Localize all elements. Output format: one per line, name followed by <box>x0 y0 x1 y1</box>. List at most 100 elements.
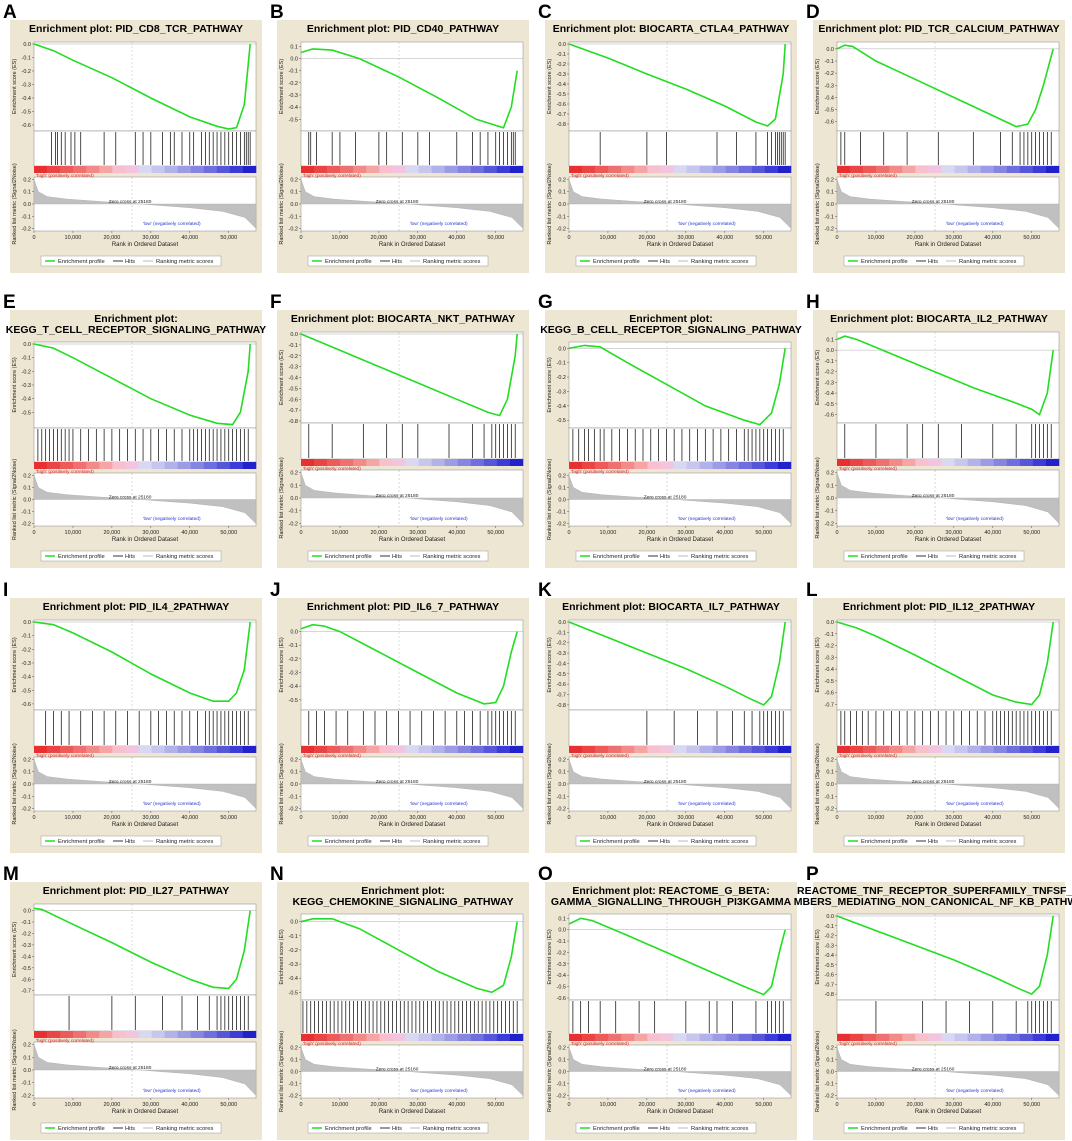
rank-gradient-segment <box>73 166 87 173</box>
es-tick-label: -0.2 <box>825 71 834 77</box>
metric-tick-label: 0.2 <box>290 177 298 183</box>
rank-gradient-segment <box>418 459 432 466</box>
low-label: 'low' (negatively correlated) <box>946 221 1004 227</box>
ranking-metric-area <box>300 1047 524 1097</box>
metric-tick-label: 0.0 <box>23 782 31 788</box>
x-tick-label: 10,000 <box>332 530 349 536</box>
metric-axis-label: Ranked list metric (Signal2Noise) <box>279 743 285 824</box>
es-axis-label: Enrichment score (ES) <box>279 59 285 114</box>
rank-gradient-segment <box>34 462 48 469</box>
rank-gradient-segment <box>876 1034 890 1041</box>
rank-gradient-segment <box>863 459 877 466</box>
hits-area <box>300 709 524 747</box>
x-axis-label: Rank in Ordered Dataset <box>647 242 714 248</box>
legend-box <box>843 835 1025 847</box>
es-tick-label: -0.4 <box>557 973 566 979</box>
legend-metric-label: Ranking metric scores <box>959 554 1016 560</box>
rank-gradient-segment <box>928 166 942 173</box>
rank-gradient-segment <box>647 166 661 173</box>
x-tick-label: 50,000 <box>487 235 504 241</box>
enrichment-profile-line <box>568 43 786 127</box>
rank-gradient-segment <box>86 746 100 753</box>
ranking-metric-area <box>33 179 257 229</box>
zero-cross-label: Zero cross at 25180 <box>109 1065 152 1071</box>
x-axis-label: Rank in Ordered Dataset <box>915 822 982 828</box>
x-tick-label: 30,000 <box>677 1102 694 1108</box>
rank-gradient-segment <box>444 746 459 753</box>
es-tick-label: 0.0 <box>826 914 834 920</box>
x-tick-label: 20,000 <box>370 815 387 821</box>
metric-tick-label: -0.1 <box>825 1082 834 1088</box>
es-tick-label: -0.3 <box>557 72 566 78</box>
zero-cross-label: Zero cross at 25180 <box>109 199 152 205</box>
metric-tick-label: 0.2 <box>558 177 566 183</box>
es-tick-label: -0.5 <box>825 402 834 408</box>
panel-letter: K <box>538 580 552 601</box>
rank-gradient-segment <box>889 1034 903 1041</box>
legend-hits-label: Hits <box>928 554 938 560</box>
rank-gradient-segment <box>353 459 367 466</box>
rank-gradient-segment <box>99 1031 113 1038</box>
panel-j: J Enrichment plot: PID_IL6_7_PATHWAY 0.0 -0… <box>270 580 529 853</box>
panel-letter: D <box>806 2 820 23</box>
metric-tick-label: 0.1 <box>558 770 566 776</box>
metric-tick-label: 0.0 <box>826 202 834 208</box>
x-tick-label: 0 <box>299 815 302 821</box>
rank-gradient-segment <box>366 459 380 466</box>
rank-gradient-segment <box>60 1031 74 1038</box>
x-tick-label: 40,000 <box>716 815 733 821</box>
low-label: 'low' (negatively correlated) <box>678 801 736 807</box>
metric-axis-label: Ranked list metric (Signal2Noise) <box>547 743 553 824</box>
rank-gradient-segment <box>138 1031 152 1038</box>
rank-gradient-segment <box>340 746 354 753</box>
legend-hits-label: Hits <box>928 1126 938 1132</box>
rank-gradient-segment <box>967 166 981 173</box>
rank-gradient-segment <box>980 166 995 173</box>
legend-profile-label: Enrichment profile <box>593 1126 640 1132</box>
rank-gradient-segment <box>902 746 916 753</box>
x-axis-label: Rank in Ordered Dataset <box>379 242 446 248</box>
es-plot-area <box>33 619 257 711</box>
metric-tick-label: -0.2 <box>289 1094 298 1100</box>
rank-gradient-segment <box>595 1034 609 1041</box>
rank-gradient-segment <box>73 746 87 753</box>
rank-gradient-segment <box>405 459 419 466</box>
rank-gradient-segment <box>993 746 1008 753</box>
panel-letter: F <box>270 292 282 313</box>
rank-gradient-segment <box>483 459 498 466</box>
rank-gradient-segment <box>993 459 1008 466</box>
rank-gradient-segment <box>496 459 511 466</box>
legend-profile-label: Enrichment profile <box>593 259 640 265</box>
rank-gradient-segment <box>392 746 406 753</box>
rank-gradient-segment <box>621 462 635 469</box>
rank-gradient-segment <box>686 1034 700 1041</box>
rank-gradient-segment <box>993 166 1008 173</box>
es-tick-label: 0.0 <box>826 620 834 626</box>
metric-tick-label: -0.2 <box>289 227 298 233</box>
es-tick-label: -0.1 <box>289 643 298 649</box>
metric-tick-label: 0.1 <box>826 1057 834 1063</box>
rank-gradient-segment <box>327 459 341 466</box>
es-axis-label: Enrichment score (ES) <box>815 59 821 114</box>
rank-gradient-segment <box>673 1034 687 1041</box>
rank-gradient-segment <box>34 1031 48 1038</box>
rank-gradient-segment <box>647 462 661 469</box>
x-tick-label: 0 <box>32 530 35 536</box>
zero-cross-label: Zero cross at 25180 <box>912 1067 955 1073</box>
rank-gradient-segment <box>699 746 713 753</box>
rank-gradient-segment <box>125 462 139 469</box>
rank-gradient-segment <box>725 1034 740 1041</box>
rank-gradient-segment <box>582 166 596 173</box>
rank-gradient-segment <box>392 1034 406 1041</box>
rank-gradient-segment <box>699 166 713 173</box>
legend-profile-label: Enrichment profile <box>58 554 105 560</box>
rank-gradient-segment <box>392 459 406 466</box>
low-label: 'low' (negatively correlated) <box>143 516 201 522</box>
rank-gradient-segment <box>86 462 100 469</box>
es-tick-label: -0.4 <box>825 95 834 101</box>
hits-area <box>33 130 257 167</box>
rank-gradient-segment <box>470 459 485 466</box>
hits-area <box>568 130 792 167</box>
metric-tick-label: 0.1 <box>290 1057 298 1063</box>
legend-profile-label: Enrichment profile <box>593 554 640 560</box>
